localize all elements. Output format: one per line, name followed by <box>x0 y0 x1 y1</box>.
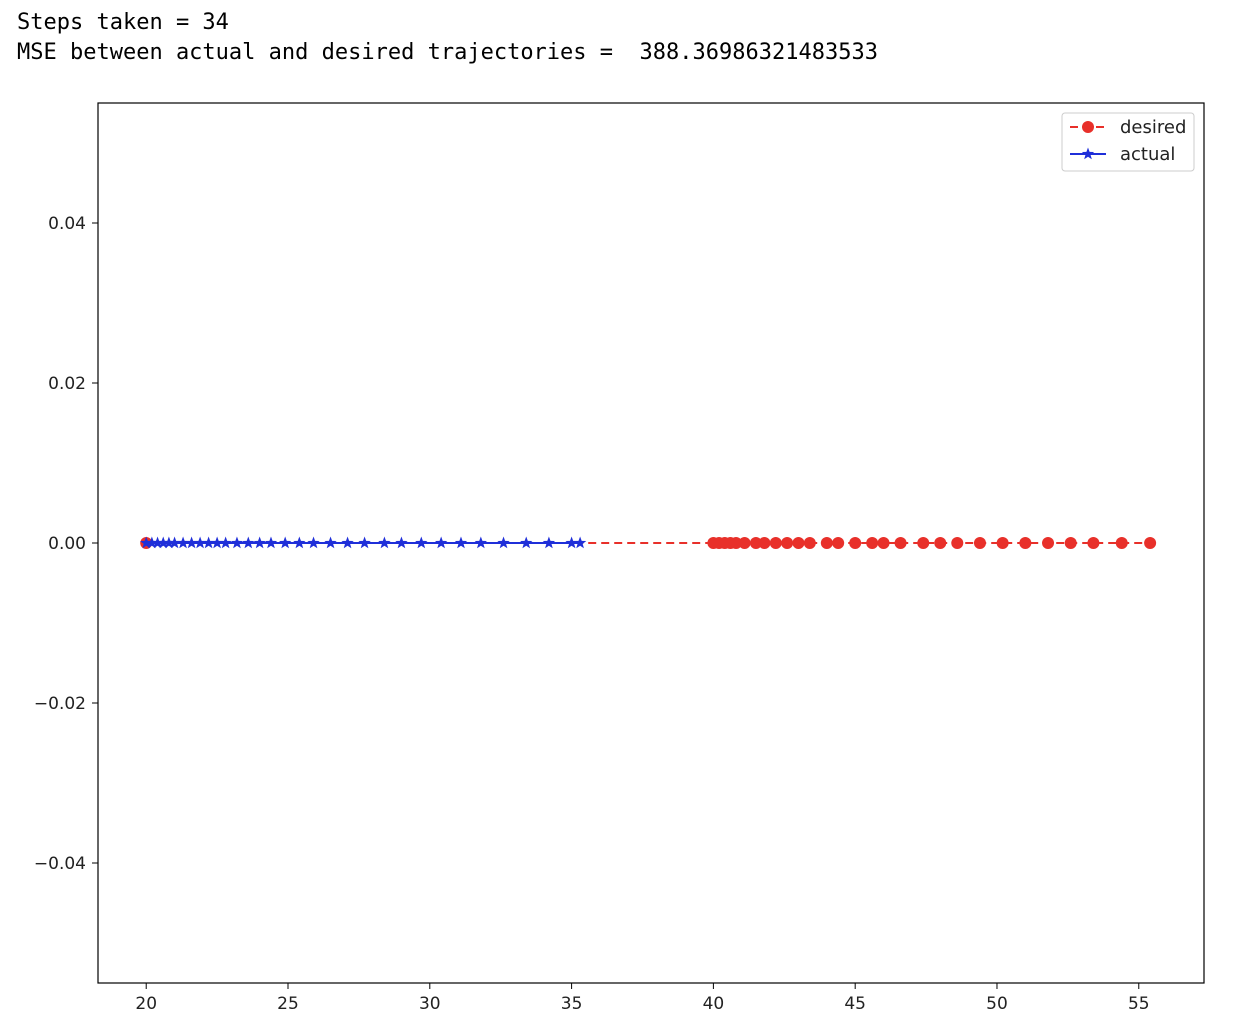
desired-point <box>996 537 1009 549</box>
actual-point <box>230 536 244 549</box>
actual-point <box>151 536 164 549</box>
actual-point <box>253 536 266 549</box>
desired-point <box>1144 537 1157 549</box>
series-desired <box>140 537 1157 549</box>
actual-point <box>573 536 587 549</box>
desired-point <box>1064 537 1077 549</box>
actual-point <box>264 536 278 549</box>
x-tick-label: 50 <box>986 994 1008 1014</box>
legend-marker-actual <box>1081 147 1095 160</box>
x-tick-label: 30 <box>419 994 441 1014</box>
legend-label-actual: actual <box>1120 144 1175 165</box>
desired-point <box>1115 537 1128 549</box>
actual-point <box>145 536 159 549</box>
actual-point <box>307 536 320 549</box>
axis-ticks: 20 25 30 35 40 45 50 55 0.04 0.02 0.00 −0.02 −0.04 <box>34 214 1150 1014</box>
series-actual <box>140 536 587 549</box>
series-layer <box>140 536 1157 549</box>
actual-point <box>210 536 224 549</box>
actual-point <box>434 536 448 549</box>
desired-point <box>1042 537 1055 549</box>
actual-point <box>176 536 190 549</box>
desired-point <box>730 537 743 549</box>
actual-point <box>474 536 488 549</box>
y-tick-label: 0.02 <box>48 374 86 394</box>
steps-taken-text: Steps taken = 34 <box>17 10 229 35</box>
actual-point <box>202 536 215 549</box>
actual-point <box>193 536 207 549</box>
desired-point <box>832 537 845 549</box>
desired-point <box>934 537 947 549</box>
actual-point <box>358 536 371 549</box>
desired-point <box>1087 537 1100 549</box>
desired-point <box>738 537 751 549</box>
x-tick-label: 25 <box>277 994 299 1014</box>
actual-point <box>278 536 292 549</box>
legend: desired actual <box>1061 112 1195 172</box>
actual-point <box>497 536 510 549</box>
actual-point <box>565 536 578 549</box>
desired-point <box>849 537 862 549</box>
legend-label-desired: desired <box>1120 117 1186 138</box>
actual-point <box>140 536 153 549</box>
actual-point <box>378 536 391 549</box>
actual-point <box>242 536 255 549</box>
x-tick-label: 55 <box>1128 994 1150 1014</box>
desired-point <box>877 537 890 549</box>
x-tick-label: 20 <box>135 994 157 1014</box>
actual-point <box>341 536 354 549</box>
actual-point <box>185 536 198 549</box>
legend-marker-desired <box>1082 121 1094 133</box>
desired-point <box>917 537 930 549</box>
desired-point <box>866 537 879 549</box>
desired-point <box>1019 537 1032 549</box>
desired-point <box>758 537 771 549</box>
y-tick-label: −0.04 <box>34 854 86 874</box>
desired-point <box>951 537 964 549</box>
x-tick-label: 40 <box>703 994 725 1014</box>
actual-point <box>415 536 428 549</box>
desired-point <box>803 537 816 549</box>
actual-point <box>324 536 337 549</box>
actual-point <box>293 536 306 549</box>
y-tick-label: 0.04 <box>48 214 86 234</box>
y-tick-label: −0.02 <box>34 694 86 714</box>
mse-text: MSE between actual and desired trajector… <box>17 40 878 65</box>
x-tick-label: 45 <box>844 994 866 1014</box>
desired-point <box>894 537 907 549</box>
desired-point <box>769 537 782 549</box>
x-tick-label: 35 <box>561 994 583 1014</box>
y-tick-label: 0.00 <box>48 534 86 554</box>
actual-point <box>162 536 176 549</box>
actual-point <box>157 536 170 549</box>
desired-point <box>749 537 762 549</box>
desired-point <box>973 537 986 549</box>
actual-point <box>520 536 533 549</box>
actual-point <box>454 536 468 549</box>
desired-point <box>781 537 794 549</box>
legend-box <box>1061 112 1195 172</box>
actual-point <box>219 536 232 549</box>
actual-point <box>168 536 181 549</box>
actual-point <box>395 536 408 549</box>
actual-point <box>542 536 556 549</box>
desired-point <box>792 537 805 549</box>
desired-point <box>820 537 833 549</box>
